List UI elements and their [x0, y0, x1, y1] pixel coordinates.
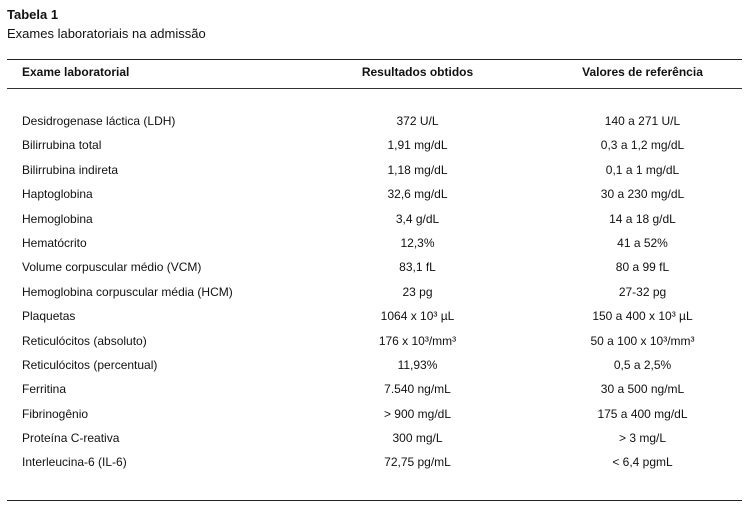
- cell-result: 372 U/L: [396, 114, 439, 128]
- cell-exam: Reticulócitos (percentual): [22, 357, 158, 372]
- cell-exam: Ferritina: [22, 382, 67, 397]
- table-row: Hemoglobina corpuscular média (HCM) 23 pg…: [0, 281, 751, 305]
- cell-exam: Hemoglobina corpuscular média (HCM): [22, 284, 233, 299]
- cell-reference: 0,5 a 2,5%: [613, 357, 672, 372]
- cell-reference: 140 a 271 U/L: [604, 114, 681, 128]
- cell-reference: 80 a 99 fL: [615, 260, 670, 275]
- cell-result: 3,4 g/dL: [395, 211, 440, 226]
- table-row: Hematócrito 12,3% 41 a 52%: [0, 232, 751, 256]
- table-caption: Tabela 1 Exames laboratoriais na admissã…: [7, 6, 206, 42]
- table-row: Reticulócitos (percentual) 11,93% 0,5 a 2,…: [0, 354, 751, 378]
- table-row: Reticulócitos (absoluto) 176 x 10³/mm³ 50 …: [0, 330, 751, 354]
- table-row: Proteína C-reativa 300 mg/L > 3 mg/L: [0, 427, 751, 451]
- table-row: Bilirrubina total 1,91 mg/dL 0,3 a 1,2 mg/…: [0, 134, 751, 158]
- cell-reference: < 6,4 pgmL: [612, 455, 673, 470]
- cell-reference: 27-32 pg: [618, 284, 667, 299]
- table-row: Plaquetas 1064 x 10³ µL 150 a 400 x 10³ µL: [0, 305, 751, 329]
- table-row: Desidrogenase láctica (LDH) 372 U/L 140 a …: [0, 110, 751, 134]
- cell-result: 23 pg: [402, 284, 433, 299]
- cell-reference: 30 a 500 ng/mL: [600, 382, 685, 397]
- cell-result: > 900 mg/dL: [383, 406, 452, 421]
- cell-exam: Bilirrubina indireta: [22, 162, 119, 177]
- table-title: Tabela 1: [7, 7, 59, 22]
- cell-reference: 150 a 400 x 10³ µL: [592, 309, 693, 324]
- cell-result: 1064 x 10³ µL: [380, 309, 455, 324]
- header-exam: Exame laboratorial: [22, 65, 130, 79]
- cell-result: 300 mg/L: [392, 431, 443, 446]
- table-header-rule: [7, 88, 742, 89]
- cell-exam: Plaquetas: [22, 309, 76, 324]
- table-top-rule: [7, 59, 742, 60]
- table-header-row: Exame laboratorial Resultados obtidos Va…: [0, 62, 751, 84]
- cell-result: 176 x 10³/mm³: [378, 333, 457, 348]
- table-row: Fibrinogênio > 900 mg/dL 175 a 400 mg/dL: [0, 403, 751, 427]
- cell-reference: 41 a 52%: [617, 235, 668, 250]
- cell-reference: 0,1 a 1 mg/dL: [605, 162, 680, 177]
- cell-exam: Bilirrubina total: [22, 138, 102, 153]
- table-subtitle: Exames laboratoriais na admissão: [7, 26, 206, 41]
- table-row: Ferritina 7.540 ng/mL 30 a 500 ng/mL: [0, 378, 751, 402]
- header-reference: Valores de referência: [582, 65, 703, 79]
- table-row: Bilirrubina indireta 1,18 mg/dL 0,1 a 1 mg…: [0, 159, 751, 183]
- cell-reference: 30 a 230 mg/dL: [600, 187, 685, 202]
- table-row: Volume corpuscular médio (VCM) 83,1 fL 80 …: [0, 256, 751, 280]
- cell-result: 72,75 pg/mL: [384, 455, 451, 470]
- header-results: Resultados obtidos: [361, 65, 474, 79]
- cell-reference: 50 a 100 x 10³/mm³: [590, 333, 695, 348]
- table-body: Desidrogenase láctica (LDH) 372 U/L 140 a …: [0, 110, 751, 476]
- cell-result: 1,18 mg/dL: [387, 162, 448, 177]
- cell-exam: Desidrogenase láctica (LDH): [22, 114, 176, 128]
- table-row: Interleucina-6 (IL-6) 72,75 pg/mL < 6,4 pg…: [0, 451, 751, 475]
- cell-reference: 175 a 400 mg/dL: [597, 406, 688, 421]
- cell-exam: Hematócrito: [22, 235, 87, 250]
- cell-exam: Proteína C-reativa: [22, 431, 120, 446]
- cell-exam: Reticulócitos (absoluto): [22, 333, 147, 348]
- table-bottom-rule: [7, 500, 742, 501]
- cell-result: 7.540 ng/mL: [384, 382, 451, 397]
- cell-reference: 0,3 a 1,2 mg/dL: [600, 138, 685, 153]
- cell-exam: Hemoglobina: [22, 211, 93, 226]
- cell-exam: Interleucina-6 (IL-6): [22, 455, 127, 470]
- cell-result: 11,93%: [397, 357, 438, 372]
- cell-exam: Volume corpuscular médio (VCM): [22, 260, 202, 275]
- table-row: Hemoglobina 3,4 g/dL 14 a 18 g/dL: [0, 208, 751, 232]
- cell-exam: Fibrinogênio: [22, 406, 89, 421]
- cell-exam: Haptoglobina: [22, 187, 93, 202]
- cell-result: 83,1 fL: [399, 260, 436, 275]
- cell-result: 12,3%: [400, 235, 435, 250]
- cell-reference: 14 a 18 g/dL: [609, 211, 676, 226]
- cell-result: 1,91 mg/dL: [387, 138, 448, 153]
- cell-result: 32,6 mg/dL: [387, 187, 448, 202]
- table-row: Haptoglobina 32,6 mg/dL 30 a 230 mg/dL: [0, 183, 751, 207]
- cell-reference: > 3 mg/L: [618, 431, 667, 446]
